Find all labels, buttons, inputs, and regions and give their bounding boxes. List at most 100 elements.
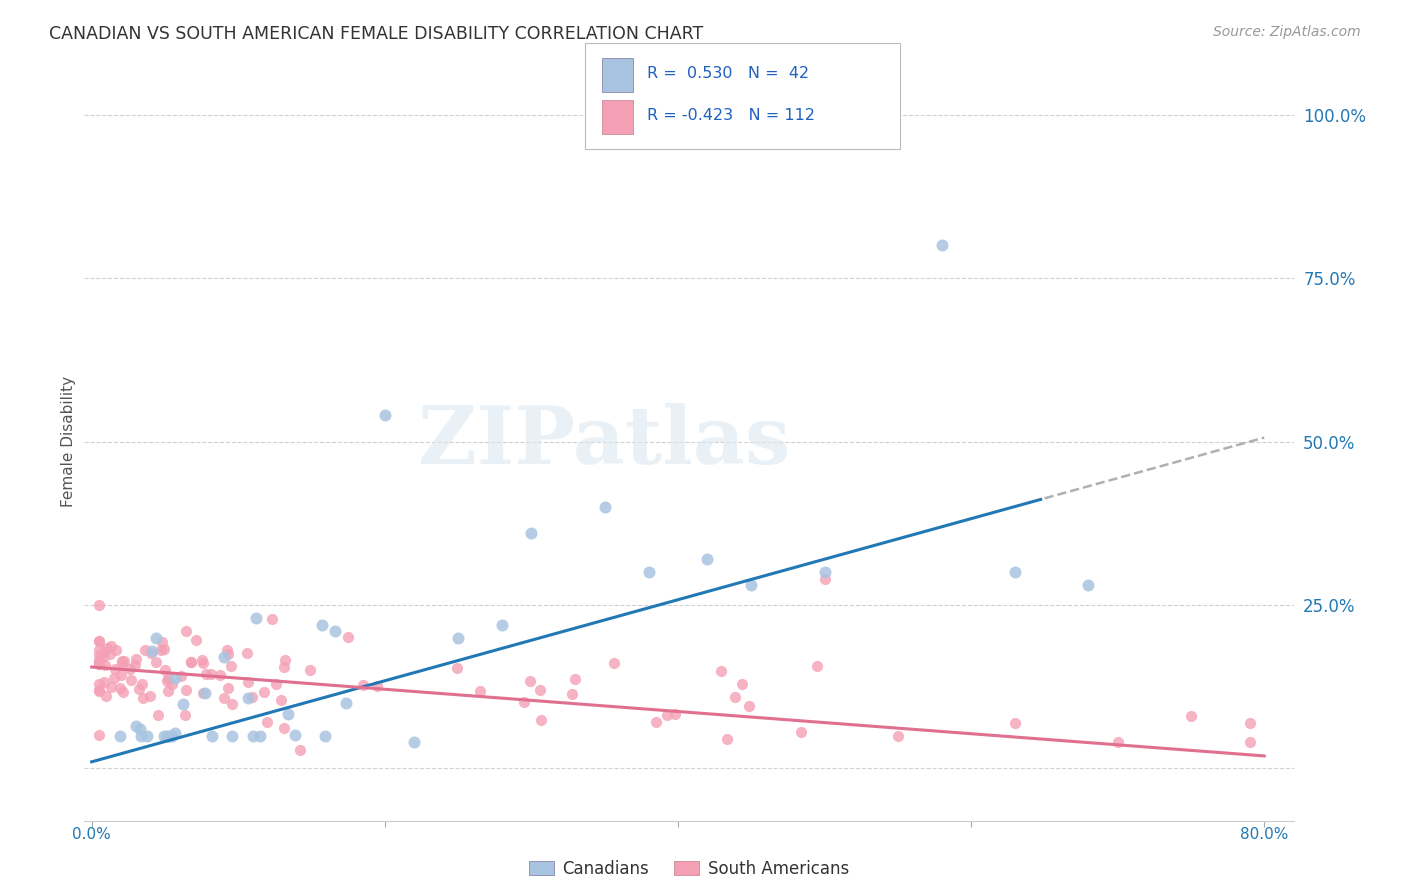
Point [374,409,396,423]
Point [87,657,110,671]
Point [194,686,217,700]
Text: Source: ZipAtlas.com: Source: ZipAtlas.com [1213,25,1361,39]
Point [94,658,117,673]
Point [108,681,131,696]
Point [112,653,135,667]
Point [195,667,218,681]
Point [200,666,222,681]
Point [221,697,243,711]
Point [124,657,146,672]
Point [173,707,195,722]
Point [806,658,828,673]
Point [696,552,718,566]
Point [93,674,115,689]
Point [120,673,142,687]
Point [298,663,321,677]
Point [813,566,835,580]
Point [108,729,131,743]
Point [157,671,180,685]
Point [311,617,333,632]
Point [270,692,292,706]
Point [664,707,686,722]
Point [160,729,183,743]
Point [273,721,295,735]
Y-axis label: Female Disability: Female Disability [60,376,76,508]
Point [156,729,179,743]
Point [336,630,359,644]
Point [209,668,232,682]
Point [519,673,541,688]
Point [87,634,110,648]
Point [290,742,312,756]
Text: 0.0%: 0.0% [72,827,111,842]
Point [446,660,468,674]
Point [180,655,202,669]
Point [637,566,659,580]
Point [1004,566,1026,580]
Point [89,643,111,657]
Point [191,686,214,700]
Point [145,631,167,645]
Point [256,714,278,729]
Point [1004,715,1026,730]
Point [520,526,543,541]
Point [201,729,224,743]
Point [191,653,214,667]
Point [141,646,163,660]
Point [561,687,583,701]
Point [155,663,177,677]
Point [236,646,259,660]
Point [180,655,202,669]
Point [193,656,215,670]
Text: CANADIAN VS SOUTH AMERICAN FEMALE DISABILITY CORRELATION CHART: CANADIAN VS SOUTH AMERICAN FEMALE DISABI… [49,25,703,43]
Point [160,677,183,691]
Point [593,500,616,514]
Point [245,611,267,625]
Point [217,681,239,695]
Point [404,735,426,749]
Point [87,654,110,668]
Point [716,731,738,746]
Point [145,655,167,669]
Point [134,642,156,657]
Point [165,725,187,739]
Point [149,643,172,657]
Point [111,656,134,670]
Point [128,722,150,736]
Text: R = -0.423   N = 112: R = -0.423 N = 112 [647,108,814,123]
Point [335,696,357,710]
Point [132,690,155,705]
Point [215,642,238,657]
Point [273,660,295,674]
Point [157,729,180,743]
Point [125,719,148,733]
Point [87,684,110,698]
Point [156,673,179,688]
Point [221,658,243,673]
Point [564,673,586,687]
Point [470,684,492,698]
Point [153,642,176,657]
Point [277,707,299,722]
Point [513,695,536,709]
Point [141,643,163,657]
Point [723,690,745,705]
Point [111,685,134,699]
Point [172,697,194,711]
Point [491,617,513,632]
Point [184,633,207,648]
Point [93,645,115,659]
Point [94,689,117,703]
Point [87,677,110,691]
Point [87,648,110,663]
Point [148,707,170,722]
Point [1239,735,1261,749]
Point [217,647,239,661]
Point [603,657,626,671]
Point [710,665,733,679]
Point [163,671,186,685]
Point [242,729,264,743]
Point [529,713,551,727]
Point [96,641,118,656]
Point [887,729,910,743]
